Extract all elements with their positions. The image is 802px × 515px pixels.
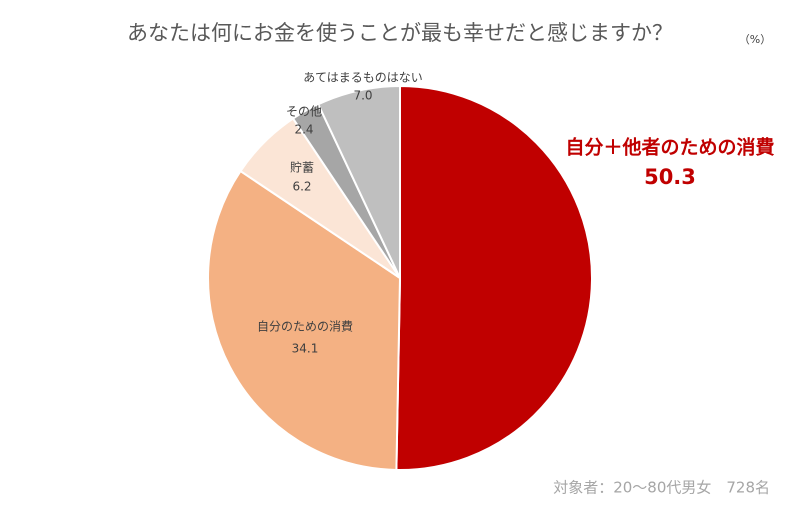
- pie-slice: [316, 84, 401, 279]
- value-label: 50.3: [644, 165, 696, 189]
- category-label: 自分のための消費: [257, 319, 353, 334]
- value-label: 6.2: [292, 180, 311, 194]
- category-label: 自分＋他者のための消費: [565, 136, 774, 159]
- pie-slice: [395, 84, 593, 471]
- value-label: 2.4: [294, 123, 313, 137]
- category-label: その他: [286, 105, 322, 119]
- chart-title: あなたは何にお金を使うことが最も幸せだと感じますか？: [127, 21, 673, 45]
- pie-slice: [207, 169, 402, 471]
- value-label: 7.0: [353, 89, 372, 103]
- unit-label: （%）: [739, 33, 771, 46]
- note: 対象者：20～80代男女 728名: [553, 479, 770, 497]
- value-label: 34.1: [292, 342, 319, 356]
- category-label: あてはまるものはない: [303, 71, 423, 85]
- category-label: 貯蓄: [290, 161, 314, 175]
